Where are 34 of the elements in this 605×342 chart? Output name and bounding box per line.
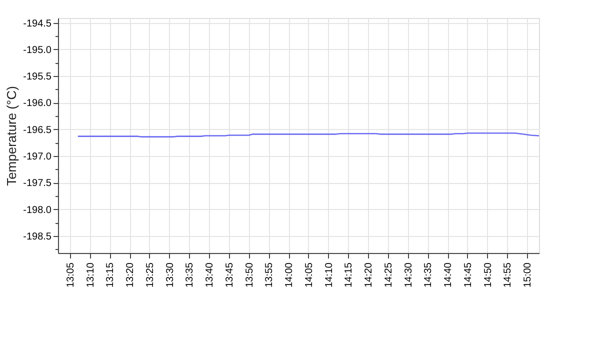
y-tick-label: -197.5 — [23, 178, 52, 190]
x-tick-label: 13:40 — [204, 262, 216, 288]
x-tick-label: 14:40 — [443, 262, 454, 288]
x-tick-label: 13:45 — [224, 262, 236, 288]
x-tick-label: 14:20 — [364, 262, 375, 288]
x-tick-label: 13:30 — [164, 262, 176, 288]
x-tick-label: 14:45 — [462, 262, 474, 288]
y-tick-label: -195.5 — [23, 72, 52, 83]
x-tick-label: 14:50 — [482, 262, 494, 288]
x-tick-label: 13:20 — [125, 262, 136, 288]
x-tick-label: 13:50 — [244, 262, 256, 288]
x-tick-label: 13:10 — [85, 262, 96, 288]
x-tick-label: 15:00 — [522, 262, 534, 288]
x-tick-label: 14:00 — [284, 262, 296, 288]
y-tick-label: -194.5 — [23, 18, 52, 30]
y-tick-label: -198.0 — [23, 204, 52, 216]
x-tick-label: 13:15 — [105, 262, 116, 288]
x-tick-label: 14:30 — [403, 262, 414, 288]
y-tick-label: -198.5 — [23, 231, 52, 242]
x-tick-label: 13:35 — [184, 262, 196, 288]
x-tick-label: 13:55 — [264, 262, 276, 288]
x-tick-label: 14:35 — [423, 262, 434, 288]
y-axis-title: Temperature (°C) — [4, 86, 20, 186]
x-tick-label: 14:10 — [324, 262, 335, 288]
x-tick-label: 14:05 — [304, 262, 315, 288]
y-tick-label: -196.0 — [23, 98, 52, 110]
x-tick-label: 14:55 — [502, 262, 514, 288]
y-tick-label: -197.0 — [23, 152, 52, 163]
x-tick-label: 14:25 — [383, 262, 394, 288]
x-tick-label: 13:25 — [144, 262, 156, 288]
x-tick-label: 14:15 — [344, 262, 355, 288]
y-tick-label: -196.5 — [23, 124, 52, 136]
x-tick-label: 13:05 — [65, 262, 76, 288]
y-tick-label: -195.0 — [23, 44, 52, 56]
